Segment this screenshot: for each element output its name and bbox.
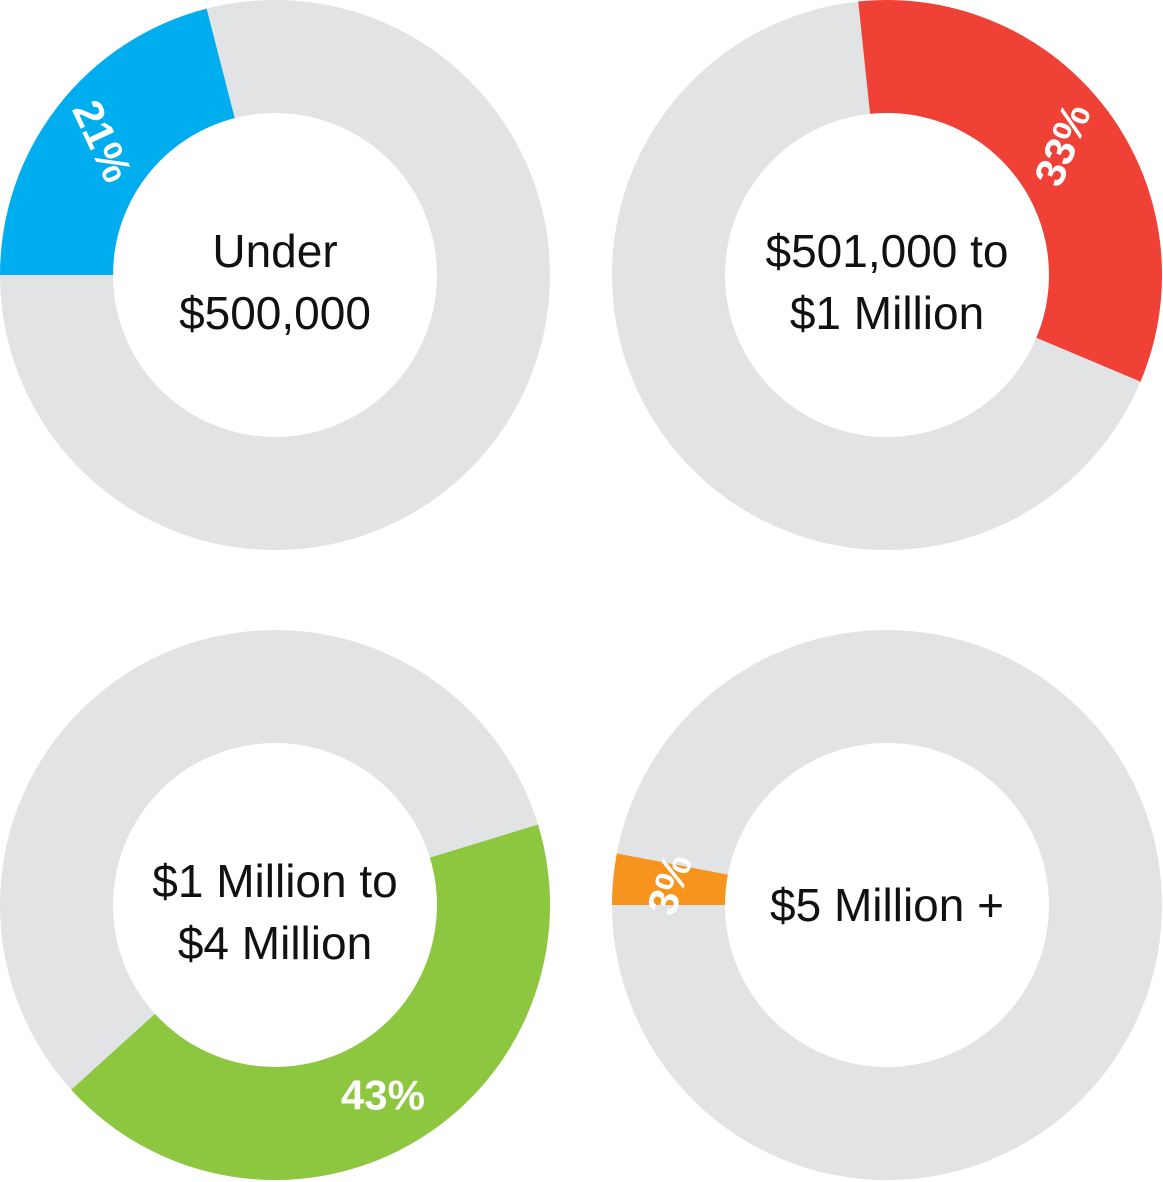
- donut-segment: [612, 853, 728, 905]
- center-label-line: $1 Million: [790, 287, 984, 339]
- donut-chart-3: 43% $1 Million to $4 Million: [0, 630, 550, 1181]
- donut-segment: [858, 0, 1162, 382]
- donut-chart-4: 3% $5 Million +: [612, 630, 1162, 1180]
- center-label-line: $1 Million to: [152, 855, 397, 907]
- center-label-line: $500,000: [179, 287, 371, 339]
- donut-chart-1: 21%Under$500,000: [0, 0, 550, 550]
- center-label-line: $501,000 to: [765, 225, 1008, 277]
- donut-segment: [71, 824, 550, 1181]
- percent-label: 43%: [341, 1071, 425, 1118]
- center-label-line: Under: [212, 225, 337, 277]
- donut-chart-2: 33%$501,000 to$1 Million: [612, 0, 1162, 550]
- center-label-line: $4 Million: [178, 917, 372, 969]
- donut-segment: [0, 8, 235, 275]
- center-label-line: $5 Million +: [770, 879, 1004, 931]
